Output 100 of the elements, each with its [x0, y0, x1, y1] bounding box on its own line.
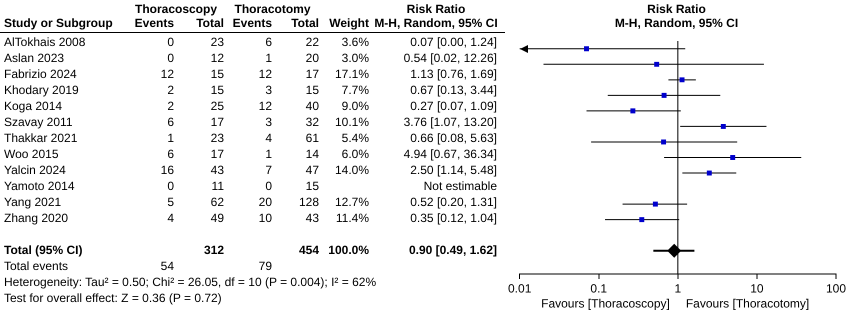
data-label: 15 [210, 83, 224, 97]
data-label: 12 [210, 51, 224, 65]
text: Weight [329, 16, 369, 30]
data-label: 20 [306, 51, 319, 65]
data-label: 7.7% [342, 83, 369, 97]
data-label: 0 [167, 179, 174, 193]
category-label: Khodary 2019 [4, 83, 79, 97]
data-label: 0.27 [0.07, 1.09] [410, 99, 497, 113]
data-label: 11 [212, 179, 224, 193]
data-label: 49 [210, 211, 224, 225]
data-label: 15 [306, 83, 319, 97]
text: Favours [Thoracotomy] [686, 296, 810, 310]
data-label: 9.0% [342, 99, 369, 113]
text: M-H, Random, 95% CI [374, 16, 498, 30]
category-label: Fabrizio 2024 [4, 67, 77, 81]
data-label: 12 [258, 99, 272, 113]
x-tick-label: 10 [750, 282, 764, 296]
data-label: 2 [167, 99, 174, 113]
data-label: 25 [210, 99, 224, 113]
x-tick-label: 100 [826, 282, 846, 296]
data-label: 12 [160, 67, 174, 81]
category-label: Yamoto 2014 [4, 179, 74, 193]
data-label: 43 [210, 163, 224, 177]
text: Total [196, 16, 224, 30]
text: Study or Subgroup [4, 16, 113, 30]
data-label: 62 [210, 195, 224, 209]
data-label: 0.66 [0.08, 5.63] [410, 131, 497, 145]
data-label: 12.7% [334, 195, 369, 209]
category-label: AlTokhais 2008 [4, 35, 86, 49]
data-label: 3 [265, 83, 272, 97]
x-tick-label: 0.1 [590, 282, 608, 296]
data-label: 79 [258, 259, 272, 273]
data-label: 3.6% [342, 35, 369, 49]
data-label: 100.0% [328, 243, 369, 257]
data-label: Not estimable [424, 179, 497, 193]
data-label: 17 [210, 115, 224, 129]
data-label: 5 [167, 195, 174, 209]
data-label: 0 [265, 179, 272, 193]
data-label: 312 [204, 243, 224, 257]
data-label: 20 [258, 195, 272, 209]
data-label: 54 [160, 259, 174, 273]
data-label: 0.90 [0.49, 1.62] [408, 243, 497, 257]
data-label: 4 [167, 211, 174, 225]
data-label: 11.4% [336, 211, 369, 225]
data-label: 40 [306, 99, 319, 113]
category-label: Thakkar 2021 [4, 131, 78, 145]
data-label: 0.52 [0.20, 1.31] [410, 195, 497, 209]
data-label: 4 [265, 131, 272, 145]
data-label: 454 [298, 243, 319, 257]
data-label: 0 [167, 35, 174, 49]
text: Thoracotomy [234, 2, 310, 16]
text: Events [134, 16, 174, 30]
category-label: Total (95% CI) [4, 243, 82, 257]
data-label: 4.94 [0.67, 36.34] [404, 147, 497, 161]
data-label: 0.35 [0.12, 1.04] [410, 211, 497, 225]
data-label: 2 [167, 83, 174, 97]
data-label: 1 [265, 147, 272, 161]
text: Thoracoscopy [134, 2, 218, 16]
data-label: 17 [210, 147, 224, 161]
data-label: 6 [167, 115, 174, 129]
data-label: 3.0% [342, 51, 369, 65]
chart-subtitle: M-H, Random, 95% CI [614, 16, 738, 30]
data-label: 6 [167, 147, 174, 161]
data-label: 3 [265, 115, 272, 129]
data-label: 61 [306, 131, 319, 145]
data-label: 6 [265, 35, 272, 49]
data-label: 3.76 [1.07, 13.20] [404, 115, 497, 129]
data-label: 47 [306, 163, 319, 177]
data-label: 14 [306, 147, 319, 161]
data-label: 0.67 [0.13, 3.44] [410, 83, 497, 97]
text: Total [291, 16, 319, 30]
category-label: Yalcin 2024 [4, 163, 66, 177]
data-label: 1.13 [0.76, 1.69] [410, 67, 497, 81]
category-label: Koga 2014 [4, 99, 62, 113]
data-label: 5.4% [342, 131, 369, 145]
data-label: 0.54 [0.02, 12.26] [404, 51, 497, 65]
category-label: Zhang 2020 [4, 211, 68, 225]
data-label: 17.1% [334, 67, 369, 81]
data-label: 1 [265, 51, 272, 65]
data-label: 17 [306, 67, 319, 81]
category-label: Aslan 2023 [4, 51, 64, 65]
data-label: 12 [258, 67, 272, 81]
x-tick-label: 0.01 [508, 282, 532, 296]
text: Favours [Thoracoscopy] [541, 296, 670, 310]
text: Risk Ratio [406, 2, 466, 16]
data-label: 2.50 [1.14, 5.48] [410, 163, 497, 177]
chart-title: Risk Ratio [647, 2, 706, 16]
data-label: 0.07 [0.00, 1.24] [410, 35, 497, 49]
data-label: 10 [258, 211, 272, 225]
data-label: 128 [298, 195, 319, 209]
category-label: Total events [4, 259, 68, 273]
text: Heterogeneity: Tau² = 0.50; Chi² = 26.05, df = 10 (P = 0.004); I² = 62% [4, 275, 376, 289]
text: Test for overall effect: Z = 0.36 (P = 0.72) [4, 291, 222, 305]
data-label: 1 [167, 131, 174, 145]
data-label: 23 [210, 35, 224, 49]
data-label: 14.0% [334, 163, 369, 177]
text: Events [232, 16, 272, 30]
data-label: 6.0% [342, 147, 369, 161]
data-label: 10.1% [334, 115, 369, 129]
data-label: 43 [306, 211, 319, 225]
